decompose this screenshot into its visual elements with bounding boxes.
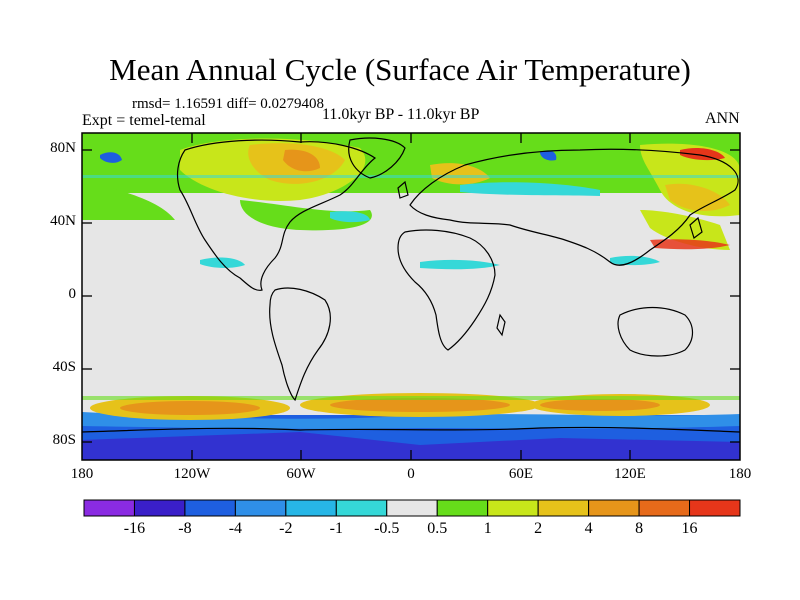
north-atlantic-green: [240, 200, 372, 231]
colorbar: [83, 499, 741, 517]
lon-label-60w: 60W: [286, 466, 316, 482]
japan-outline: [689, 216, 703, 239]
colorbar-swatch: [436, 499, 489, 517]
uk-outline: [397, 180, 409, 199]
lon-label-180w: 180: [70, 466, 94, 482]
colorbar-swatch: [285, 499, 337, 517]
europe-asia-outline: [409, 148, 739, 266]
lon-label-180e: 180: [728, 466, 752, 482]
colorbar-swatch: [234, 499, 287, 517]
atlantic-cyan: [330, 211, 370, 223]
siberia-orange: [665, 183, 730, 212]
lon-label-120e: 120E: [614, 466, 646, 482]
lon-label-120w: 120W: [173, 466, 211, 482]
lon-ticks: [191, 133, 631, 460]
colorbar-swatch: [133, 499, 186, 517]
lat-label-80s: 80S: [52, 432, 76, 448]
colorbar-swatch: [83, 499, 135, 517]
colorbar-swatch: [386, 499, 438, 517]
lat-label-0: 0: [68, 286, 77, 302]
rmsd-diff-stats: rmsd= 1.16591 diff= 0.0279408: [132, 96, 325, 112]
southern-ocean-cyan: [82, 412, 740, 429]
east-asia-warm: [640, 210, 730, 250]
europe-orange: [430, 163, 490, 185]
africa-outline: [397, 229, 496, 351]
colorbar-level-label: -1: [329, 520, 343, 537]
season-label: ANN: [705, 110, 740, 127]
colorbar-level-label: 16: [681, 520, 698, 537]
colorbar-level-label: -2: [279, 520, 293, 537]
colorbar-level-label: 2: [534, 520, 543, 537]
experiment-label: Expt = temel-temal: [82, 112, 206, 129]
colorbar-swatch: [335, 499, 388, 517]
colorbar-level-label: 4: [584, 520, 593, 537]
period-label: 11.0kyr BP - 11.0kyr BP: [322, 106, 480, 123]
anomaly-field: [82, 133, 740, 460]
colorbar-swatch: [689, 499, 741, 517]
colorbar-swatch: [487, 499, 539, 517]
south-pacific-warm-core: [120, 401, 260, 415]
colorbar-swatch: [184, 499, 236, 517]
lat-label-40s: 40S: [52, 359, 76, 375]
colorbar-level-label: 1: [483, 520, 492, 537]
cold-spot-2: [540, 150, 557, 161]
lon-label-0: 0: [407, 466, 415, 482]
north-cyan-patches: [460, 182, 600, 196]
colorbar-swatch: [588, 499, 640, 517]
colorbar-level-label: -16: [123, 520, 146, 537]
greenland-outline: [348, 137, 406, 179]
lat-ticks: [82, 149, 740, 443]
hudson-orange-core: [283, 149, 320, 172]
north-pacific-red: [650, 239, 730, 250]
colorbar-level-label: -4: [228, 520, 243, 537]
australia-outline: [617, 306, 694, 357]
arctic-red-spot: [680, 147, 725, 161]
north-america-outline: [176, 139, 377, 291]
lat-label-40n: 40N: [50, 213, 76, 229]
colorbar-level-label: -8: [178, 520, 192, 537]
north-cyan-band: [82, 175, 740, 178]
pacific-green: [82, 180, 175, 220]
antarctica-outline: [82, 426, 740, 433]
cold-spot-1: [100, 152, 122, 163]
south-america-outline: [269, 287, 331, 402]
lon-label-60e: 60E: [508, 466, 534, 482]
figure-title: Mean Annual Cycle (Surface Air Temperatu…: [109, 52, 691, 87]
south-atlantic-warm-core: [330, 398, 510, 412]
south-green-margin: [82, 396, 740, 400]
colorbar-level-label: 8: [635, 520, 644, 537]
lat-label-80n: 80N: [50, 140, 76, 156]
gulf-cyan: [200, 257, 245, 268]
africa-cyan: [420, 259, 500, 270]
antarctic-deep-cold: [82, 432, 740, 460]
madagascar-outline: [496, 313, 506, 337]
south-indian-warm-core: [540, 399, 660, 411]
coastlines: [82, 137, 740, 433]
colorbar-level-label: 0.5: [427, 520, 448, 537]
colorbar-level-label: -0.5: [374, 520, 400, 537]
colorbar-swatch: [537, 499, 590, 517]
colorbar-swatch: [638, 499, 691, 517]
